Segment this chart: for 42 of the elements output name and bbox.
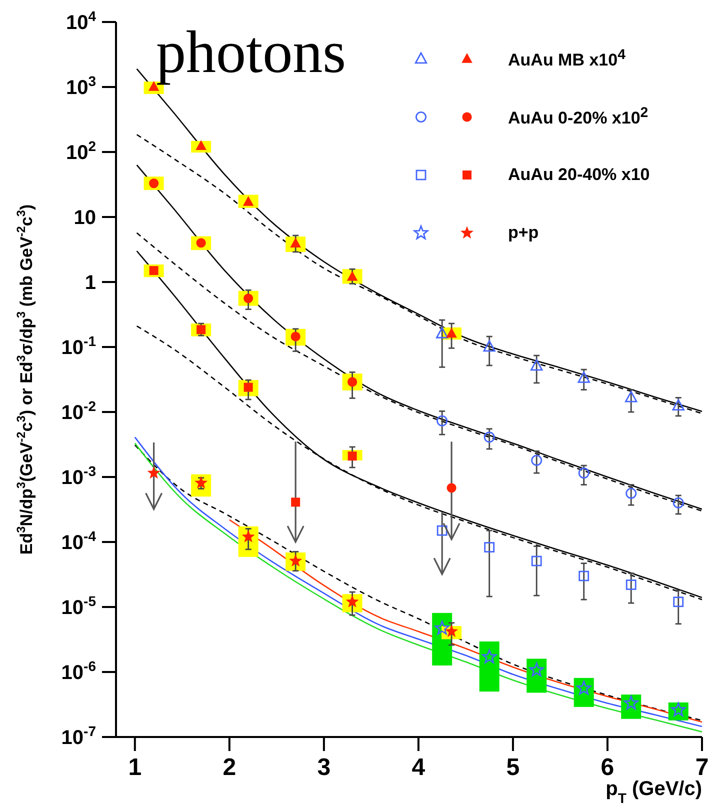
point [434,620,450,635]
point [626,580,636,590]
point [626,488,637,499]
point [531,454,542,466]
point [531,556,542,566]
x-tick-label: 7 [695,754,709,781]
point [578,570,590,582]
annotation: photons [156,18,346,87]
legend-label: AuAu MB x10$^{4}$ [508,47,626,71]
legend-label: AuAu 0-20% x10$^{2}$ [508,105,650,129]
x-tick-label: 1 [128,754,142,781]
y-tick-label: 10$^{-3}$ [61,463,96,489]
x-tick-label: 2 [222,754,236,781]
point [484,542,495,552]
y-tick-label: 10$^{-1}$ [61,333,96,359]
y-tick-label: 10$^{-7}$ [61,723,96,749]
point [446,483,456,493]
bar [526,658,547,693]
y-tick-label: 10$^{-6}$ [61,658,96,684]
y-tick-label: 1 [84,272,96,294]
y-tick-label: 10$^{3}$ [66,73,96,99]
legend-label: AuAu 20-40% x10 [508,165,651,185]
y-tick-label: 10$^{4}$ [66,8,96,34]
y-tick-label: 10$^{-2}$ [61,398,96,424]
y-tick-label: 10$^{2}$ [66,138,96,164]
x-axis-title: p$_{T}$ (GeV/c) [606,778,702,806]
legend-label: p+p [508,223,540,243]
y-tick-label: 10$^{-4}$ [61,528,96,554]
x-tick-label: 3 [317,754,331,781]
x-tick-label: 5 [506,754,520,781]
point [673,596,684,608]
point [482,649,497,664]
point [672,497,684,508]
point [147,466,160,479]
x-tick-label: 4 [412,754,426,781]
x-tick-label: 6 [600,754,614,781]
point [436,415,448,426]
y-tick-label: 10$^{-5}$ [61,593,96,619]
point [578,468,590,479]
bar [479,641,500,692]
y-tick-label: 10 [74,207,96,229]
point [484,432,495,443]
